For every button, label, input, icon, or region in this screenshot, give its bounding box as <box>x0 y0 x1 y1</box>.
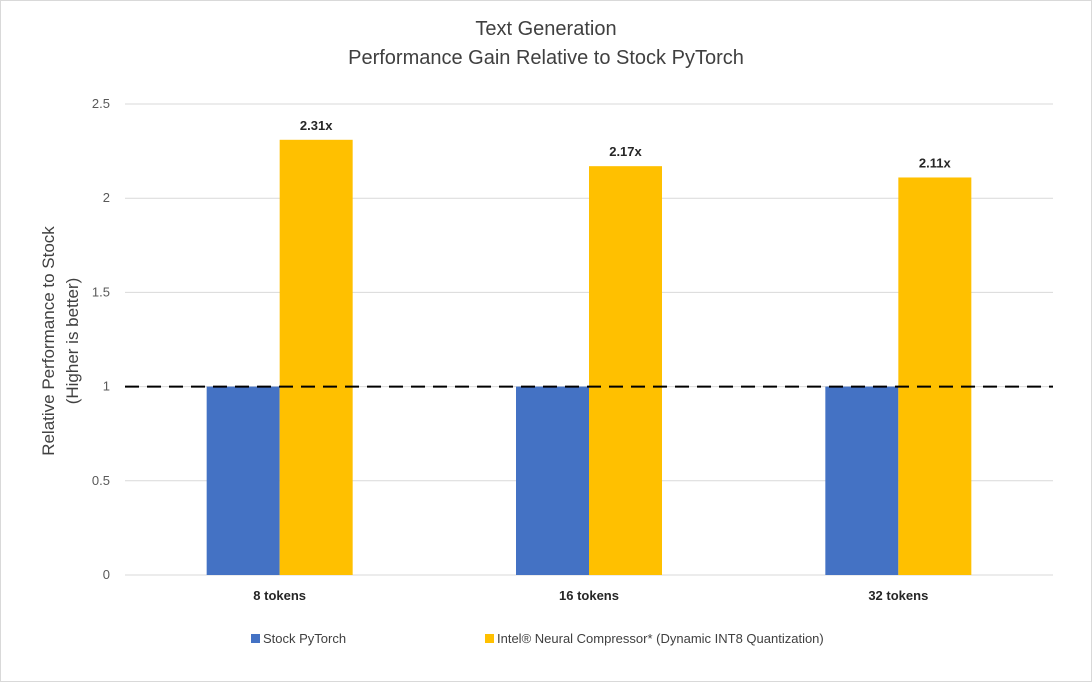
chart-title-line2: Performance Gain Relative to Stock PyTor… <box>348 47 744 69</box>
y-axis-title-line2: (Higher is better) <box>63 278 82 405</box>
bar-neural-compressor <box>279 139 353 575</box>
y-tick-label: 0.5 <box>92 473 110 488</box>
legend-entry-label: Stock PyTorch <box>263 631 346 646</box>
legend: Stock PyTorch Intel® Neural Compressor* (… <box>251 631 824 646</box>
y-axis-title-line1: Relative Performance to Stock <box>39 226 58 456</box>
bar-stock-pytorch <box>516 386 589 575</box>
data-label: 2.11x <box>919 155 952 170</box>
y-tick-label: 0 <box>103 567 110 582</box>
y-tick-label: 1.5 <box>92 284 110 299</box>
y-tick-label: 1 <box>103 379 110 394</box>
data-labels: 2.31x 2.17x 2.11x <box>300 118 952 171</box>
bar-neural-compressor <box>898 177 972 575</box>
chart-title-line1: Text Generation <box>475 18 616 40</box>
bar-stock-pytorch <box>825 386 899 575</box>
y-axis-title: Relative Performance to Stock (Higher is… <box>39 226 82 456</box>
bar-neural-compressor <box>589 166 662 575</box>
x-category-label: 16 tokens <box>559 588 619 603</box>
x-axis-categories: 8 tokens 16 tokens 32 tokens <box>253 588 928 603</box>
y-tick-label: 2 <box>103 190 110 205</box>
x-category-label: 32 tokens <box>868 588 928 603</box>
data-label: 2.31x <box>300 118 333 133</box>
x-category-label: 8 tokens <box>253 588 306 603</box>
y-axis-ticks: 0 0.5 1 1.5 2 2.5 <box>92 96 110 582</box>
y-tick-label: 2.5 <box>92 96 110 111</box>
legend-swatch <box>251 634 260 643</box>
bars <box>206 139 972 575</box>
data-label: 2.17x <box>609 144 642 159</box>
legend-entry-label: Intel® Neural Compressor* (Dynamic INT8 … <box>497 631 824 646</box>
bar-stock-pytorch <box>206 386 280 575</box>
legend-swatch <box>485 634 494 643</box>
